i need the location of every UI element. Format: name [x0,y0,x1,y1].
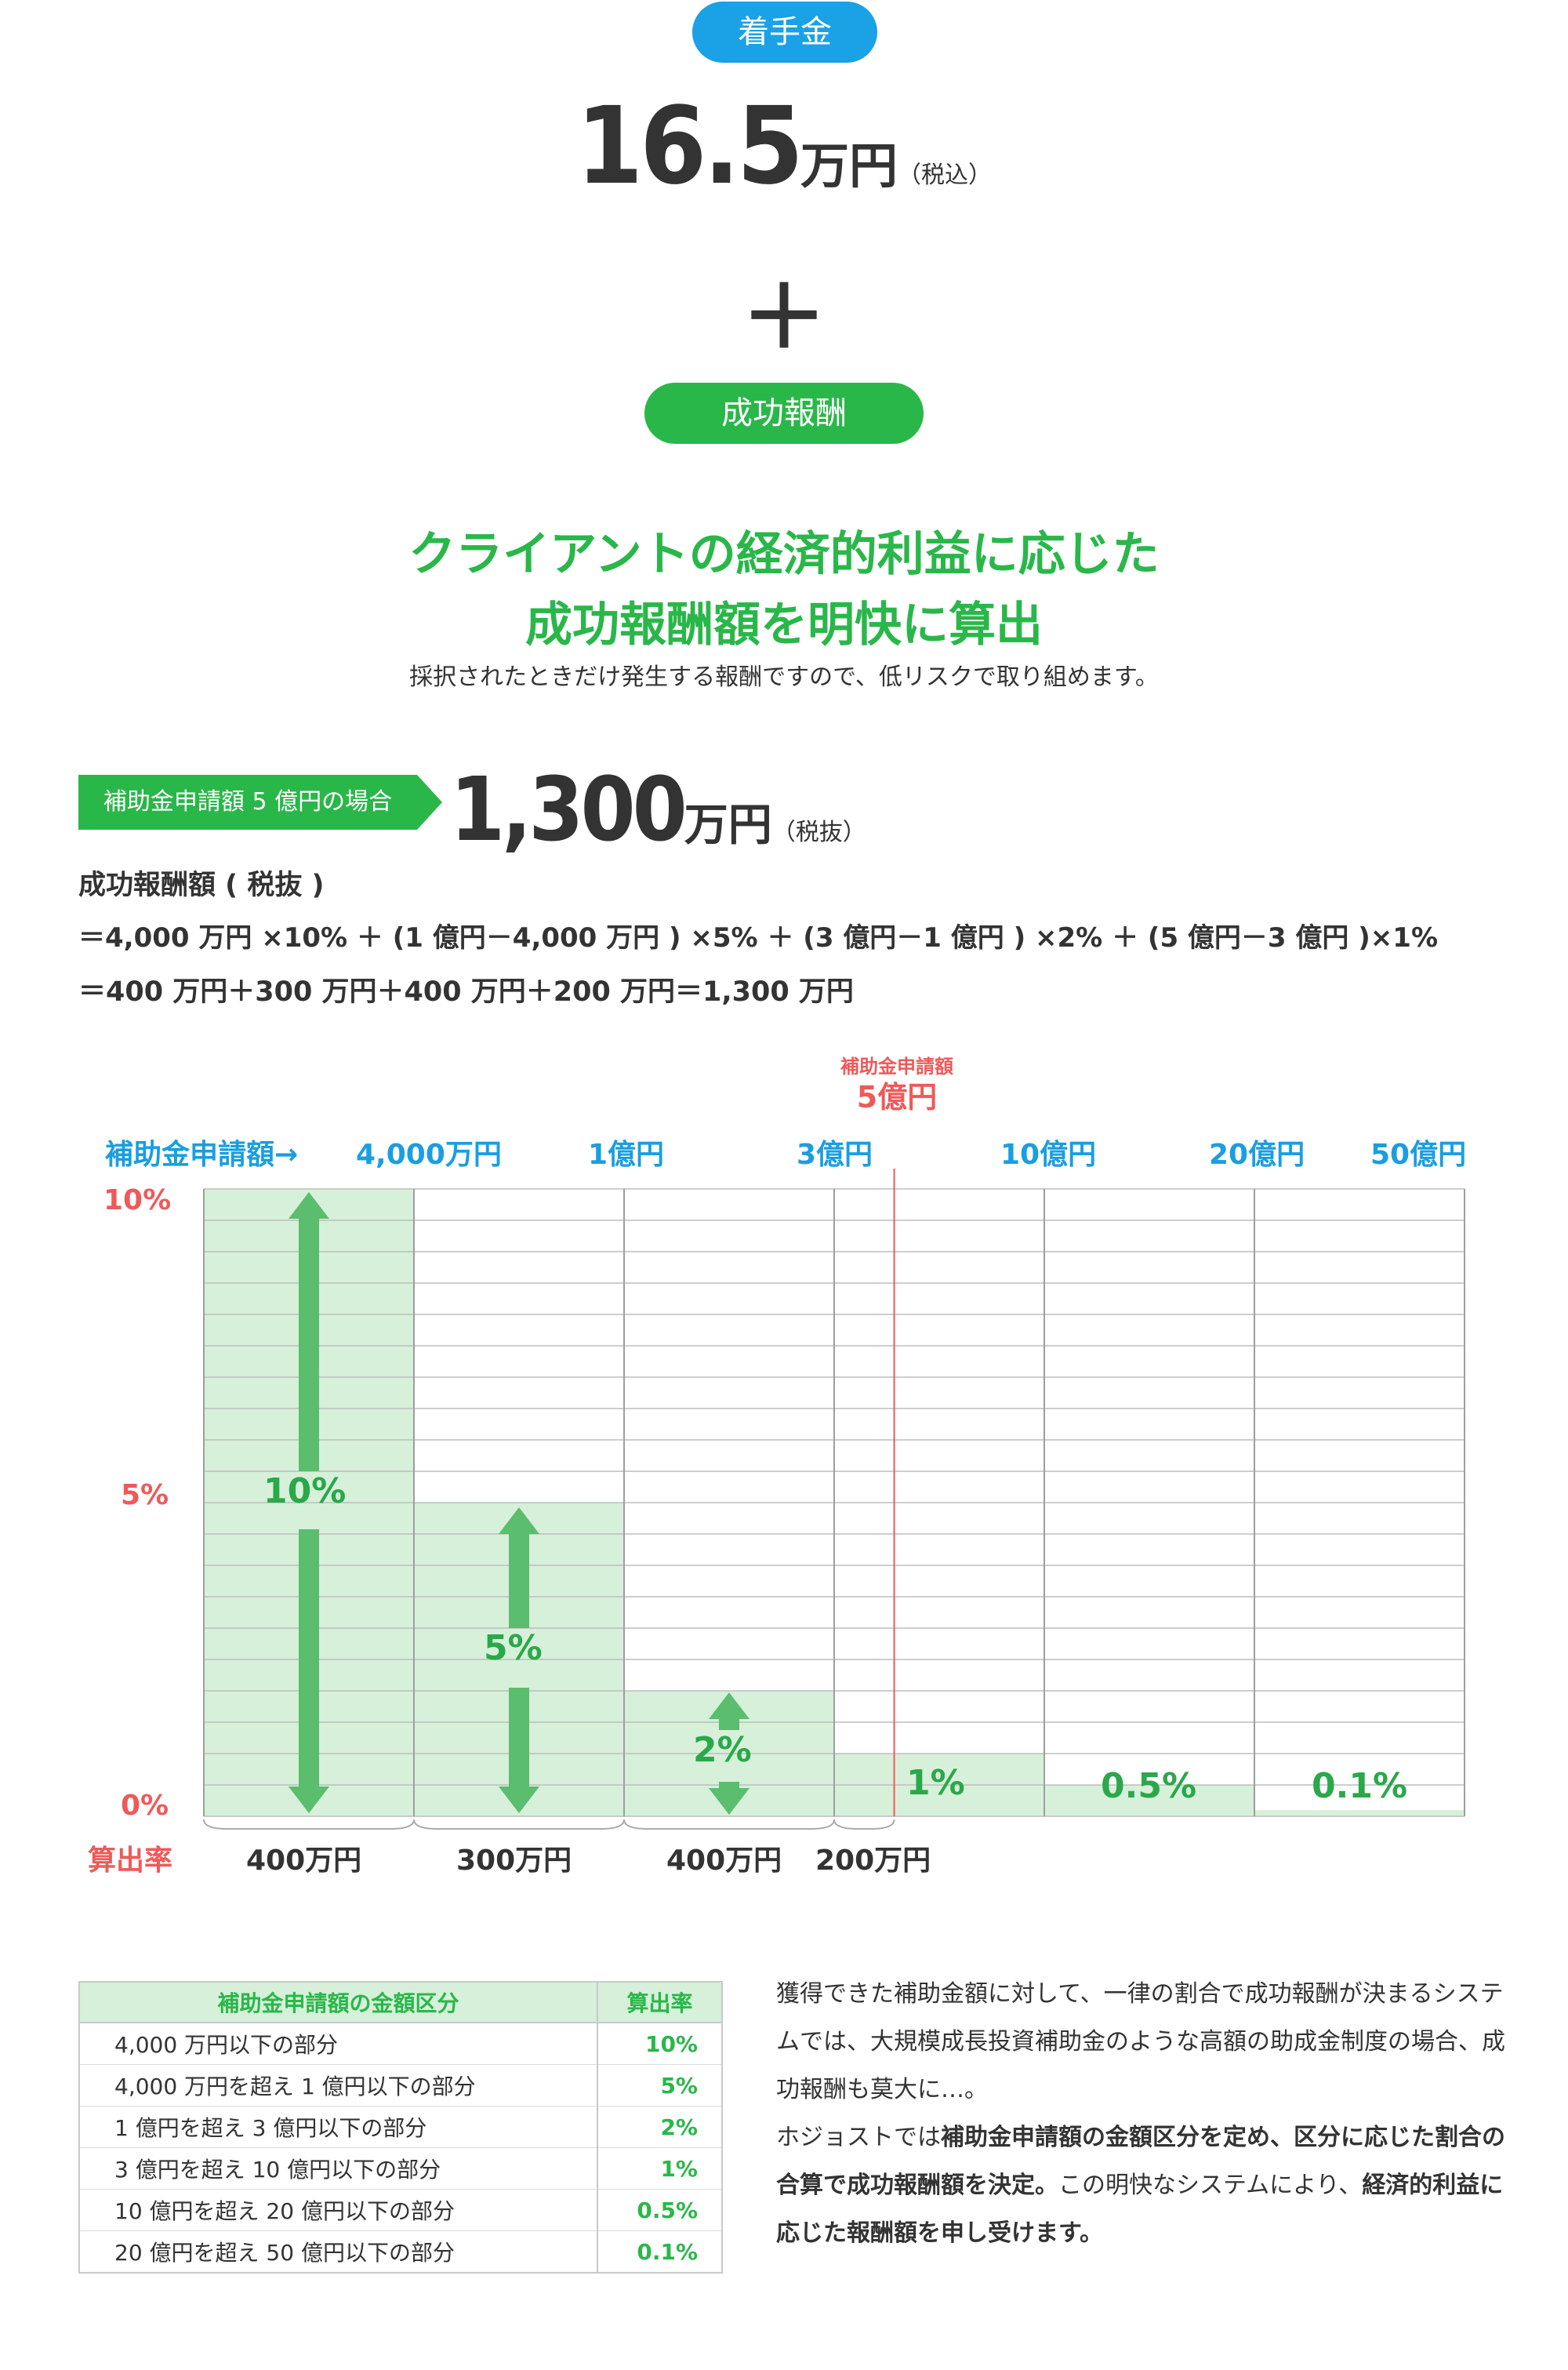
table-row: 4,000 万円以下の部分 10% [78,2023,723,2065]
table-row: 3 億円を超え 10 億円以下の部分 1% [78,2147,723,2190]
segment-brace [413,1819,625,1830]
headline-line2: 成功報酬額を明快に算出 [525,598,1043,652]
bar-value-label: 1% [906,1763,965,1803]
table-cell-range: 20 億円を超え 50 億円以下の部分 [78,2230,598,2274]
table-cell-range: 3 億円を超え 10 億円以下の部分 [78,2147,598,2190]
bar-value-label: 2% [693,1730,752,1770]
table-row: 1 億円を超え 3 億円以下の部分 2% [78,2106,723,2148]
success-fee-badge: 成功報酬 [644,383,924,444]
table-cell-rate: 0.1% [597,2230,723,2274]
y-tick-label: 0% [121,1790,169,1822]
plus-sign: ＋ [741,267,827,368]
x-axis-title: 補助金申請額→ [105,1139,299,1171]
double-arrow-icon [289,1192,329,1813]
rate-bar [1254,1810,1465,1816]
table-cell-rate: 10% [597,2023,723,2065]
table-row: 4,000 万円を超え 1 億円以下の部分 5% [78,2064,723,2106]
rate-table: 補助金申請額の金額区分 算出率 4,000 万円以下の部分 10% 4,000 … [78,1981,723,2274]
double-arrow-icon [709,1692,750,1815]
headline-sub: 採択されたときだけ発生する報酬ですので、低リスクで取り組めます。 [409,663,1159,691]
x-tick-label: 3億円 [797,1139,873,1171]
table-cell-rate: 5% [597,2064,723,2106]
example-amount: 1,300万円（税抜） [450,759,866,861]
bar-value-label: 5% [484,1628,543,1668]
formula-title: 成功報酬額 ( 税抜 ) [78,870,325,901]
y-tick-label: 10% [103,1184,172,1216]
description-p2-mid: この明快なシステムにより、 [1058,2172,1363,2199]
table-cell-rate: 1% [597,2147,723,2190]
bar-value-label: 10% [263,1471,347,1511]
rate-bar [1044,1785,1254,1816]
table-cell-range: 10 億円を超え 20 億円以下の部分 [78,2189,598,2231]
table-cell-range: 1 億円を超え 3 億円以下の部分 [78,2106,598,2148]
table-cell-range: 4,000 万円を超え 1 億円以下の部分 [78,2064,598,2106]
segment-brace [623,1819,835,1830]
description-p2-intro: ホジョストでは [776,2124,941,2151]
table-row: 20 億円を超え 50 億円以下の部分 0.1% [78,2230,723,2274]
retainer-amount-tax: （税込） [897,162,992,189]
x-tick-label: 1億円 [588,1139,665,1171]
retainer-amount-number: 16.5 [576,85,804,209]
bar-value-label: 0.5% [1101,1766,1197,1806]
retainer-amount-unit: 万円 [800,137,898,194]
segment-brace [833,1819,895,1830]
marker-label-top: 補助金申請額 [840,1056,953,1078]
segment-brace [203,1819,415,1830]
segment-amount-label: 400万円 [666,1845,782,1877]
y-tick-label: 5% [121,1479,169,1511]
table-cell-rate: 2% [597,2106,723,2148]
retainer-fee-badge: 着手金 [692,2,877,63]
table-header-rate: 算出率 [597,1981,723,2023]
marker-label-bottom: 5億円 [856,1080,938,1114]
x-tick-label: 20億円 [1209,1139,1305,1171]
x-tick-label: 10億円 [1000,1139,1097,1171]
table-cell-range: 4,000 万円以下の部分 [78,2023,598,2065]
rate-chart [203,1169,1465,1830]
description-p1: 獲得できた補助金額に対して、一律の割合で成功報酬が決まるシステムでは、大規模成長… [776,1980,1505,2103]
double-arrow-icon [499,1507,539,1813]
table-row: 10 億円を超え 20 億円以下の部分 0.5% [78,2189,723,2231]
example-tag-text: 補助金申請額 5 億円の場合 [103,788,393,816]
segment-amount-label: 300万円 [456,1845,572,1877]
formula-line2: ＝400 万円＋300 万円＋400 万円＋200 万円＝1,300 万円 [78,976,854,1008]
description: 獲得できた補助金額に対して、一律の割合で成功報酬が決まるシステムでは、大規模成長… [776,1970,1505,2257]
example-amount-number: 1,300 [450,759,688,861]
example-tag-arrow [417,775,442,830]
example-amount-unit: 万円 [684,800,772,851]
table-header-range: 補助金申請額の金額区分 [78,1981,598,2023]
example-tag [78,775,417,830]
description-p2-bold: 補助金申請額の金額区分を定め、区分に応じた割合の合算で成功報酬額を決定。 [776,2124,1505,2199]
y-axis-title: 算出率 [88,1845,173,1877]
table-cell-rate: 0.5% [597,2189,723,2231]
table-header-row: 補助金申請額の金額区分 算出率 [78,1981,723,2023]
segment-amount-label: 200万円 [815,1845,931,1877]
segment-amount-label: 400万円 [246,1845,362,1877]
x-tick-label: 50億円 [1370,1139,1467,1171]
retainer-fee-amount: 16.5万円（税込） [0,85,1568,209]
example-amount-tax: （税抜） [771,819,866,846]
x-tick-label: 4,000万円 [356,1139,502,1171]
headline-line1: クライアントの経済的利益に応じた [408,527,1160,582]
description-p2-bold-end: 経済的利益に応じた報酬額を申し受けます。 [776,2172,1504,2247]
bar-value-label: 0.1% [1312,1766,1408,1806]
formula-line1: ＝4,000 万円 ×10% ＋ (1 億円－4,000 万円 ) ×5% ＋ … [78,922,1439,954]
